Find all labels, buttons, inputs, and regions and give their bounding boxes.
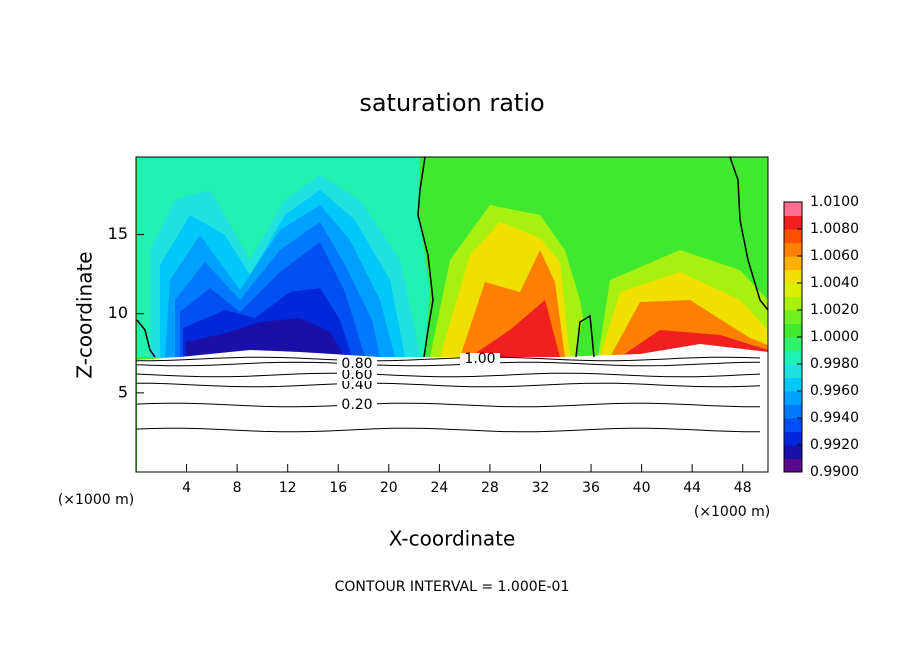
- contour-label-bg: [460, 353, 500, 365]
- colorbar-tick-label: 0.9900: [810, 464, 859, 480]
- x-unit: (×1000 m): [694, 504, 770, 520]
- x-tick-label: 48: [734, 480, 752, 496]
- colorbar-band: [784, 431, 802, 446]
- colorbar-tick-label: 1.0100: [810, 194, 859, 210]
- x-unit: (×1000 m): [58, 492, 134, 508]
- unsaturated-region: [137, 344, 768, 472]
- contour-label: 0.80: [341, 356, 372, 372]
- contour-label: 0.20: [341, 397, 372, 413]
- contour-label: 1.00: [464, 351, 495, 367]
- colorbar-tick-label: 1.0060: [810, 248, 859, 264]
- x-tick-label: 8: [233, 480, 242, 496]
- colorbar-tick-label: 0.9960: [810, 383, 859, 399]
- colorbar-band: [784, 202, 802, 216]
- x-tick-label: 44: [683, 480, 701, 496]
- x-tick-label: 20: [380, 480, 398, 496]
- colorbar-band: [784, 283, 802, 297]
- colorbar-band: [784, 242, 802, 257]
- colorbar-tick-label: 1.0040: [810, 275, 859, 291]
- contour-line: [135, 372, 761, 378]
- contour-line: [135, 427, 761, 433]
- x-tick-label: 36: [582, 480, 600, 496]
- contour-line: [136, 319, 156, 358]
- colorbar-tick-label: 1.0020: [810, 302, 859, 318]
- x-tick-label: 4: [182, 480, 191, 496]
- x-tick-label: 28: [481, 480, 499, 496]
- contour-label: 0.60: [341, 367, 372, 383]
- colorbar-band: [784, 215, 802, 230]
- colorbar-tick-label: 0.9980: [810, 356, 859, 372]
- chart-title: saturation ratio: [359, 89, 544, 117]
- colorbar-band: [784, 323, 802, 338]
- colorbar-band: [784, 256, 802, 270]
- y-axis-label: Z-coordinate: [73, 251, 97, 378]
- y-tick-label: 5: [118, 382, 128, 401]
- colorbar-band: [784, 404, 802, 419]
- colorbar-tick-label: 1.0080: [810, 221, 859, 237]
- field-region: [470, 300, 560, 357]
- y-tick-label: 15: [108, 224, 128, 243]
- x-tick-label: 12: [279, 480, 297, 496]
- colorbar-band: [784, 377, 802, 392]
- contour-line: [135, 356, 761, 362]
- footer: CONTOUR INTERVAL = 1.000E-01: [335, 579, 570, 595]
- x-tick-label: 24: [430, 480, 448, 496]
- colorbar-band: [784, 445, 802, 459]
- y-tick-label: 10: [108, 303, 128, 322]
- contour-label-bg: [337, 399, 377, 411]
- contour-line: [135, 382, 761, 388]
- x-tick-label: 32: [532, 480, 550, 496]
- field-region: [186, 318, 345, 357]
- colorbar-band: [784, 458, 802, 473]
- colorbar-tick-label: 0.9920: [810, 437, 859, 453]
- contour-line: [729, 156, 769, 311]
- colorbar-tick-label: 0.9940: [810, 410, 859, 426]
- colorbar-band: [784, 229, 802, 243]
- contour-line: [135, 402, 761, 408]
- colorbar-band: [784, 269, 802, 284]
- colorbar-band: [784, 310, 802, 324]
- colorbar-band: [784, 350, 802, 365]
- contour-label-bg: [337, 379, 377, 391]
- contour-line: [417, 156, 434, 358]
- x-axis-label: X-coordinate: [389, 527, 516, 551]
- x-tick-label: 40: [633, 480, 651, 496]
- colorbar-band: [784, 418, 802, 432]
- colorbar-band: [784, 337, 802, 351]
- contour-label-bg: [337, 358, 377, 370]
- colorbar-tick-label: 1.0000: [810, 329, 859, 345]
- colorbar-band: [784, 364, 802, 378]
- contour-line: [135, 361, 761, 367]
- colorbar-band: [784, 391, 802, 405]
- x-tick-label: 16: [329, 480, 347, 496]
- plot-frame: [135, 156, 769, 473]
- contour-label-bg: [337, 369, 377, 381]
- contour-line: [575, 314, 595, 358]
- colorbar-band: [784, 296, 802, 311]
